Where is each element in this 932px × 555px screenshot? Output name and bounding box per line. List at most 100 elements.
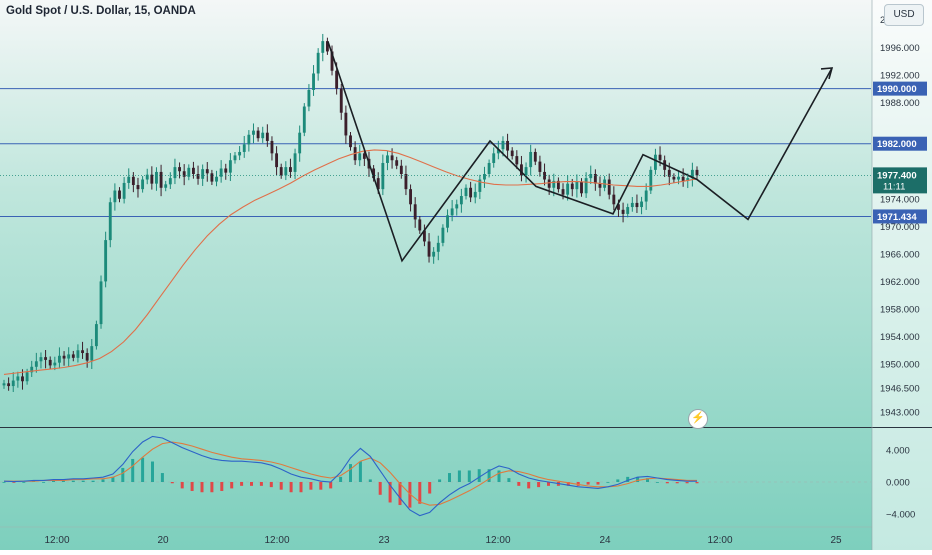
candle-body [113,190,117,203]
histogram-bar [418,482,422,504]
histogram-bar [269,482,273,488]
histogram-bar [636,476,640,482]
axes-layer: 2000.0001996.0001992.0001988.0001982.000… [44,15,927,546]
candle-body [589,174,593,179]
histogram-bar [358,461,362,482]
candle-body [621,209,625,214]
histogram-bar [408,482,412,508]
lightning-icon[interactable]: ⚡ [688,409,708,429]
price-tick-label: 1992.000 [880,70,920,81]
candle-body [607,179,611,195]
candle-body [182,171,186,177]
histogram-bar [299,482,303,493]
currency-button[interactable]: USD [884,4,924,26]
projection-zigzag-line [327,41,833,263]
candle-body [164,184,168,188]
candle-body [492,153,496,163]
candle-body [515,156,519,165]
histogram-bar [448,473,451,482]
candle-body [658,154,662,161]
candle-body [667,169,671,177]
candle-body [690,169,694,179]
signal-line [4,441,697,506]
candle-body [672,176,676,180]
histogram-bar [121,467,125,482]
candle-body [34,361,38,367]
candle-body [344,112,348,136]
histogram-bar [52,480,55,482]
level-label-box [873,136,927,151]
candle-body [136,185,140,190]
price-tick-label: 1966.000 [880,249,920,260]
histogram-bar [398,482,402,506]
candle-body [187,167,191,177]
histogram-bar [695,482,699,484]
candle-body [404,174,408,190]
histogram-bar [596,482,600,485]
candle-body [215,176,218,182]
histogram-bar [81,480,85,482]
candle-body [191,167,195,174]
candle-body [2,383,6,386]
candle-body [501,140,505,150]
candle-body [155,171,158,184]
histogram-bar [170,482,174,484]
candle-body [395,160,399,166]
candle-body [275,153,279,168]
candle-body [307,90,311,107]
histogram-bar [180,482,184,489]
candle-body [30,366,34,373]
candle-body [533,151,537,162]
oscillator-tick-label: −4.000 [886,510,915,521]
histogram-bar [655,482,659,483]
histogram-bar [388,482,392,503]
candle-body [695,169,699,176]
candle-body [469,187,473,198]
histogram-bar [339,476,343,482]
time-tick-label: 12:00 [44,535,69,546]
candle-body [556,180,560,190]
histogram-bar [606,482,610,483]
candle-body [418,219,422,231]
candle-body [506,140,510,151]
candle-body [196,174,200,179]
candle-body [201,169,205,179]
oscillator-tick-label: 4.000 [886,446,910,457]
candle-body [561,189,565,195]
oscillator-pane [0,435,871,517]
candle-body [598,183,602,188]
candle-body [238,151,242,156]
candle-body [141,179,145,190]
candle-body [48,359,52,366]
candle-body [566,183,570,195]
projection-arrow-head [820,67,834,80]
histogram-bar [61,480,65,482]
histogram-bar [329,482,333,489]
time-tick-label: 24 [599,535,611,546]
candle-body [649,169,653,191]
candle-body [85,353,89,361]
histogram-bar [665,482,669,484]
candle-body [21,376,24,382]
histogram-bar [91,480,95,482]
candle-body [108,202,112,241]
candle-body [446,215,449,228]
candle-body [432,251,436,257]
level-label: 1990.000 [877,84,917,95]
candle-body [62,355,66,359]
candle-body [173,167,177,179]
time-tick-label: 12:00 [707,535,732,546]
candle-body [584,178,588,194]
candle-body [104,240,108,282]
candle-body [349,135,352,148]
histogram-bar [289,482,293,493]
symbol-title: Gold Spot / U.S. Dollar, 15, OANDA [6,5,196,17]
histogram-bar [210,482,214,493]
time-tick-label: 25 [830,535,842,546]
candle-body [210,173,214,182]
histogram-bar [378,482,382,495]
histogram-bar [279,482,283,490]
candle-body [409,189,412,205]
candle-body [552,180,556,188]
